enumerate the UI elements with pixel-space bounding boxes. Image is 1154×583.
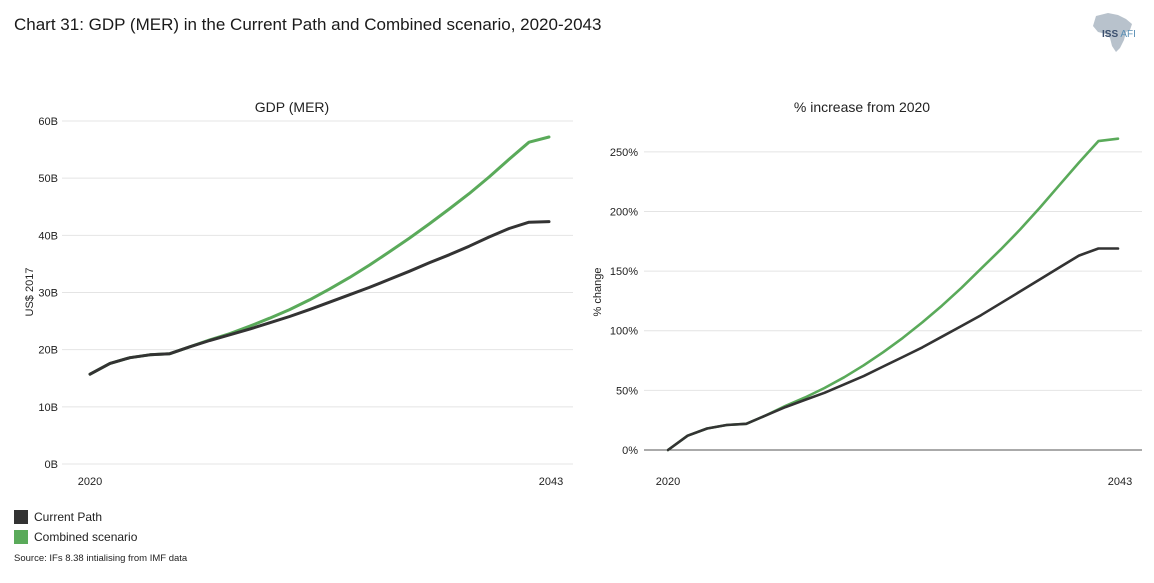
x-tick-label: 2043 (1108, 476, 1132, 488)
y-tick-label: 50% (616, 385, 638, 397)
chart-title: Chart 31: GDP (MER) in the Current Path … (14, 15, 602, 34)
logo-sub: AFI (1120, 29, 1136, 40)
y-tick-label: 60B (38, 116, 58, 128)
legend-label-combined: Combined scenario (34, 530, 138, 544)
iss-afi-logo: ISS AFI (1102, 29, 1136, 40)
chart-1-y-axis-label: US$ 2017 (24, 268, 36, 317)
y-tick-label: 0% (622, 445, 638, 457)
x-tick-label: 2043 (539, 476, 563, 488)
legend: Current Path Combined scenario (14, 507, 137, 547)
x-tick-label: 2020 (656, 476, 680, 488)
chart-1-series-combined-scenario (88, 135, 551, 376)
y-tick-label: 250% (610, 147, 638, 159)
chart-2-y-axis-label: % change (592, 268, 604, 317)
chart-2-series-current-path (666, 247, 1120, 452)
y-tick-label: 30B (38, 288, 58, 300)
africa-map-icon (1093, 13, 1132, 52)
y-tick-label: 0B (45, 459, 58, 471)
chart-1-series-current-path (88, 220, 551, 376)
y-tick-label: 150% (610, 266, 638, 278)
logo-main: ISS (1102, 29, 1119, 40)
legend-swatch-combined (14, 530, 28, 544)
chart-2-series-combined-scenario (666, 137, 1120, 452)
y-tick-label: 100% (610, 326, 638, 338)
y-tick-label: 200% (610, 206, 638, 218)
y-tick-label: 20B (38, 345, 58, 357)
legend-swatch-current-path (14, 510, 28, 524)
legend-item-current-path: Current Path (14, 507, 137, 527)
y-tick-label: 40B (38, 230, 58, 242)
chart-1-subtitle: GDP (MER) (255, 99, 329, 115)
chart-2-subtitle: % increase from 2020 (794, 99, 930, 115)
legend-item-combined: Combined scenario (14, 527, 137, 547)
legend-label-current-path: Current Path (34, 510, 103, 524)
x-tick-label: 2020 (78, 476, 102, 488)
chart-canvas: GDP (MER) 0B 10B 20B 30B 40B 50B 60B US$ 2017 202… (24, 99, 1142, 488)
source-note: Source: IFs 8.38 intialising from IMF da… (14, 553, 188, 564)
y-tick-label: 10B (38, 402, 58, 414)
y-tick-label: 50B (38, 173, 58, 185)
